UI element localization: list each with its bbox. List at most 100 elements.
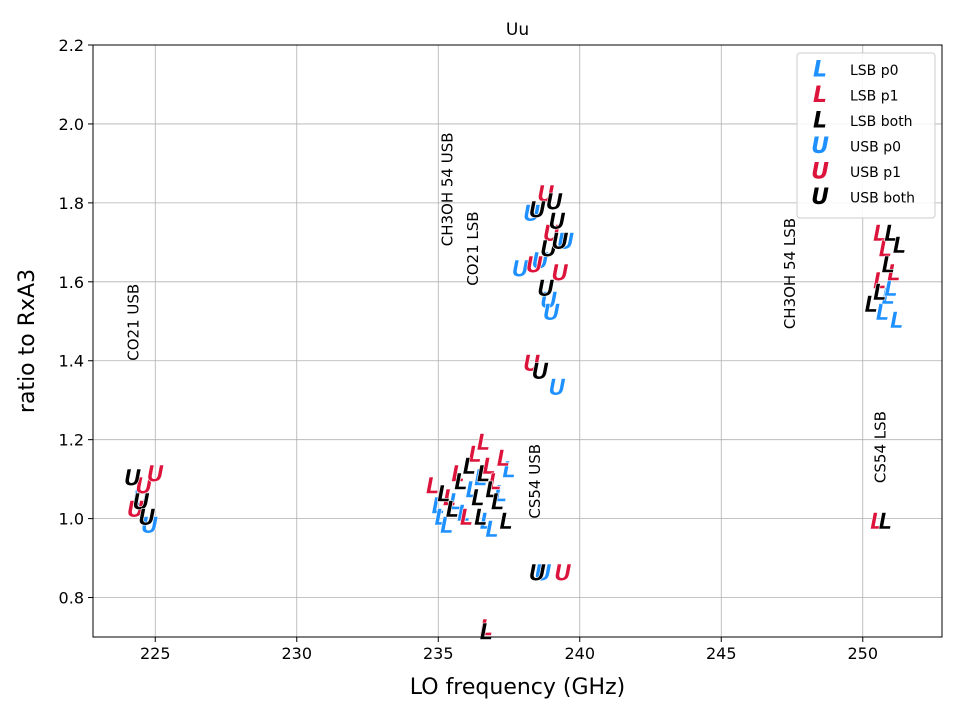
y-tick-label: 1.0 bbox=[59, 510, 84, 529]
data-point-marker: L bbox=[440, 514, 454, 539]
data-point-marker: L bbox=[479, 617, 493, 642]
data-point-marker: L bbox=[431, 494, 445, 519]
data-point-marker: L bbox=[870, 510, 884, 535]
data-point-marker: U bbox=[511, 257, 529, 282]
x-axis-label: LO frequency (GHz) bbox=[410, 675, 625, 700]
data-point-marker: U bbox=[138, 506, 156, 531]
data-point-marker: L bbox=[445, 498, 459, 523]
data-point-marker: L bbox=[873, 222, 887, 247]
chart-title: Uu bbox=[506, 20, 529, 40]
data-point-marker: L bbox=[881, 254, 895, 279]
legend-label: USB p1 bbox=[850, 165, 901, 181]
data-point-marker: L bbox=[881, 285, 895, 310]
data-point-marker: U bbox=[135, 475, 153, 500]
data-point-marker: U bbox=[551, 230, 569, 255]
data-point-marker: L bbox=[488, 471, 502, 496]
data-point-marker: U bbox=[540, 238, 558, 263]
data-point-marker: U bbox=[146, 463, 164, 488]
legend-label: LSB p0 bbox=[850, 63, 899, 79]
x-tick-label: 250 bbox=[847, 644, 878, 663]
data-point-marker: U bbox=[132, 490, 150, 515]
y-tick-label: 1.4 bbox=[59, 352, 84, 371]
data-point-marker: L bbox=[499, 510, 513, 535]
legend-marker: L bbox=[813, 58, 827, 83]
data-point-marker: L bbox=[496, 447, 510, 472]
line-annotation: CS54 LSB bbox=[871, 411, 889, 483]
y-tick-label: 2.2 bbox=[59, 36, 84, 55]
data-point-marker: L bbox=[451, 463, 465, 488]
data-point-marker: L bbox=[485, 518, 499, 543]
y-tick-label: 1.2 bbox=[59, 431, 84, 450]
data-point-marker: U bbox=[528, 561, 546, 586]
data-point-marker: L bbox=[864, 293, 878, 318]
data-point-marker: U bbox=[526, 254, 544, 279]
data-point-marker: L bbox=[437, 482, 451, 507]
data-point-marker: L bbox=[887, 261, 901, 286]
legend-marker: L bbox=[813, 109, 827, 134]
data-point-marker: U bbox=[540, 289, 558, 314]
data-point-marker: L bbox=[462, 455, 476, 480]
data-point-marker: L bbox=[494, 482, 508, 507]
x-tick-label: 225 bbox=[140, 644, 171, 663]
data-point-marker: L bbox=[454, 471, 468, 496]
data-point-marker: L bbox=[878, 510, 892, 535]
data-point-marker: L bbox=[443, 486, 457, 511]
legend-label: LSB both bbox=[850, 114, 913, 130]
data-point-marker: L bbox=[426, 475, 440, 500]
data-point-marker: L bbox=[873, 281, 887, 306]
y-tick-label: 1.8 bbox=[59, 194, 84, 213]
legend-label: USB both bbox=[850, 191, 915, 207]
data-point-marker: U bbox=[554, 561, 572, 586]
data-point-marker: L bbox=[884, 222, 898, 247]
data-point-marker: U bbox=[545, 190, 563, 215]
data-point-marker: L bbox=[479, 510, 493, 535]
legend-marker: U bbox=[811, 160, 829, 185]
data-point-marker: U bbox=[548, 376, 566, 401]
data-point-marker: U bbox=[543, 301, 561, 326]
data-point-marker: L bbox=[502, 459, 516, 484]
line-annotation: CS54 USB bbox=[526, 444, 544, 519]
data-point-marker: U bbox=[523, 352, 541, 377]
data-point-marker: U bbox=[537, 277, 555, 302]
data-point-marker: L bbox=[471, 486, 485, 511]
data-point-marker: U bbox=[537, 182, 555, 207]
y-axis-label: ratio to RxA3 bbox=[15, 269, 40, 413]
data-point-marker: L bbox=[465, 478, 479, 503]
line-annotation: CO21 USB bbox=[124, 284, 142, 361]
x-tick-label: 245 bbox=[706, 644, 737, 663]
legend: L LSB p0 L LSB p1 L LSB both U USB p0 U USB p1 U US… bbox=[796, 52, 936, 219]
data-point-marker: U bbox=[534, 561, 552, 586]
data-point-marker: L bbox=[482, 455, 496, 480]
data-point-marker: L bbox=[890, 309, 904, 334]
data-point-marker: U bbox=[528, 198, 546, 223]
data-point-marker: U bbox=[127, 498, 145, 523]
data-point-marker: L bbox=[477, 431, 491, 456]
data-point-marker: U bbox=[531, 250, 549, 275]
y-tick-label: 2.0 bbox=[59, 115, 84, 134]
data-point-marker: L bbox=[491, 490, 505, 515]
x-tick-label: 230 bbox=[281, 644, 312, 663]
annotations: CO21 USB CH3OH 54 USB CO21 LSB CS54 USB CH3O… bbox=[124, 132, 889, 518]
legend-label: LSB p1 bbox=[850, 89, 899, 105]
data-point-marker: U bbox=[551, 261, 569, 286]
legend-marker: U bbox=[811, 134, 829, 159]
data-point-marker: U bbox=[543, 222, 561, 247]
y-tick-label: 0.8 bbox=[59, 589, 84, 608]
data-point-marker: L bbox=[434, 506, 448, 531]
legend-box bbox=[796, 52, 936, 219]
data-point-marker: U bbox=[124, 467, 142, 492]
axis-ticks: 225 230 235 240 245 250 0.8 1.0 1.2 1.4 1.6 1.8 2.0 2… bbox=[59, 36, 878, 663]
y-tick-label: 1.6 bbox=[59, 273, 84, 292]
data-point-marker: L bbox=[448, 490, 462, 515]
plot-frame bbox=[92, 44, 943, 638]
data-point-marker: L bbox=[893, 234, 907, 259]
line-annotation: CO21 LSB bbox=[464, 211, 482, 285]
line-annotation: CH3OH 54 USB bbox=[438, 132, 456, 246]
data-point-marker: L bbox=[468, 443, 482, 468]
data-point-marker: U bbox=[557, 230, 575, 255]
data-point-marker: U bbox=[141, 514, 159, 539]
data-point-marker: L bbox=[479, 621, 493, 646]
data-point-marker: U bbox=[132, 486, 150, 511]
